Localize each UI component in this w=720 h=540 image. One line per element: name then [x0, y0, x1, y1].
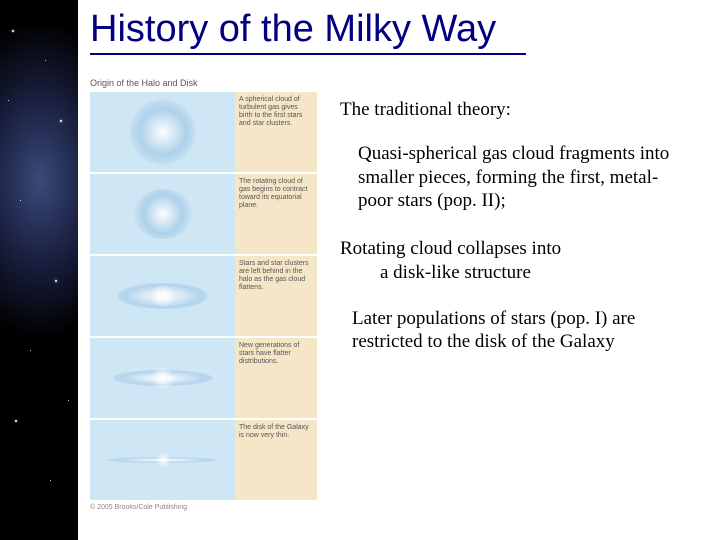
paragraph: Later populations of stars (pop. I) are … — [352, 307, 690, 355]
panel-caption: Stars and star clusters are left behind … — [235, 256, 317, 336]
diagram-panel: The rotating cloud of gas begins to cont… — [90, 174, 320, 254]
paragraph: The traditional theory: — [340, 98, 690, 122]
panel-caption: New generations of stars have flatter di… — [235, 338, 317, 418]
diagram-panel: New generations of stars have flatter di… — [90, 338, 320, 418]
halo-disk-diagram: Origin of the Halo and Disk A spherical … — [90, 78, 320, 511]
panel-caption: The rotating cloud of gas begins to cont… — [235, 174, 317, 254]
diagram-panel: A spherical cloud of turbulent gas gives… — [90, 92, 320, 172]
paragraph: Rotating cloud collapses into a disk-lik… — [340, 237, 690, 285]
paragraph: Quasi-spherical gas cloud fragments into… — [358, 142, 690, 213]
diagram-credit: © 2005 Brooks/Cole Publishing — [90, 504, 320, 511]
sidebar-nebula-image — [0, 0, 78, 540]
diagram-panel: The disk of the Galaxy is now very thin. — [90, 420, 320, 500]
diagram-header: Origin of the Halo and Disk — [90, 78, 320, 88]
panel-caption: The disk of the Galaxy is now very thin. — [235, 420, 317, 500]
slide-title: History of the Milky Way — [90, 8, 526, 55]
body-text: The traditional theory: Quasi-spherical … — [340, 98, 690, 354]
diagram-panel: Stars and star clusters are left behind … — [90, 256, 320, 336]
panel-caption: A spherical cloud of turbulent gas gives… — [235, 92, 317, 172]
